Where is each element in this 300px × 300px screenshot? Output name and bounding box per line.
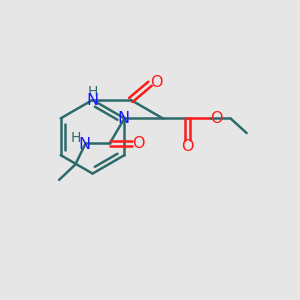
Text: H: H xyxy=(87,85,98,99)
Text: O: O xyxy=(132,136,145,151)
Text: N: N xyxy=(86,93,99,108)
Text: N: N xyxy=(78,137,90,152)
Text: H: H xyxy=(71,131,81,145)
Text: O: O xyxy=(182,139,194,154)
Text: O: O xyxy=(150,75,163,90)
Text: N: N xyxy=(117,111,129,126)
Text: O: O xyxy=(210,111,223,126)
